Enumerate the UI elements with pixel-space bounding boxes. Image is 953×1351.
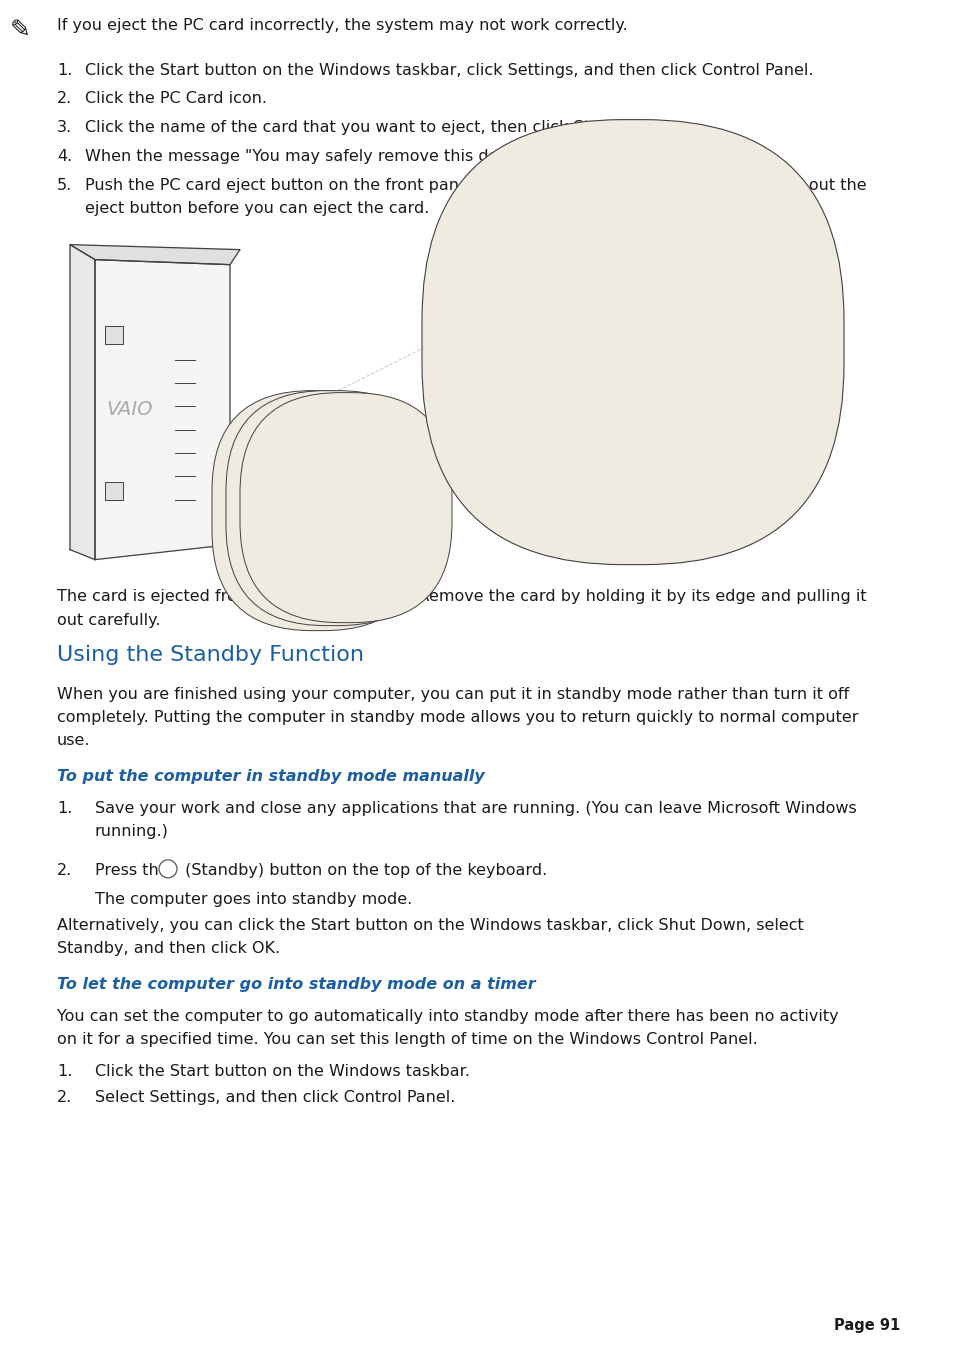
Text: Standby, and then click OK.: Standby, and then click OK. — [57, 940, 280, 955]
Text: (Standby) button on the top of the keyboard.: (Standby) button on the top of the keybo… — [180, 863, 547, 878]
Text: Press the: Press the — [95, 863, 173, 878]
Text: 4.: 4. — [57, 149, 72, 163]
Polygon shape — [70, 245, 95, 559]
Text: 2.: 2. — [57, 92, 72, 107]
Text: To let the computer go into standby mode on a timer: To let the computer go into standby mode… — [57, 977, 535, 992]
Text: 2.: 2. — [57, 863, 72, 878]
Text: on it for a specified time. You can set this length of time on the Windows Contr: on it for a specified time. You can set … — [57, 1032, 757, 1047]
Text: 3.: 3. — [57, 120, 72, 135]
Text: Click the Start button on the Windows taskbar, click Settings, and then click Co: Click the Start button on the Windows ta… — [85, 62, 813, 78]
Text: The computer goes into standby mode.: The computer goes into standby mode. — [95, 892, 412, 907]
Polygon shape — [70, 245, 240, 265]
Text: Click the name of the card that you want to eject, then click Stop.: Click the name of the card that you want… — [85, 120, 615, 135]
Text: Alternatively, you can click the Start button on the Windows taskbar, click Shut: Alternatively, you can click the Start b… — [57, 917, 803, 932]
Text: Save your work and close any applications that are running. (You can leave Micro: Save your work and close any application… — [95, 801, 856, 816]
Text: The card is ejected from the card connector. Remove the card by holding it by it: The card is ejected from the card connec… — [57, 589, 865, 604]
FancyBboxPatch shape — [212, 390, 423, 631]
Text: c: c — [165, 865, 171, 873]
Text: 1.: 1. — [57, 801, 72, 816]
Text: 2.: 2. — [57, 1090, 72, 1105]
Polygon shape — [95, 259, 230, 559]
Text: 1.: 1. — [57, 62, 72, 78]
Text: To put the computer in standby mode manually: To put the computer in standby mode manu… — [57, 769, 484, 784]
Circle shape — [455, 270, 744, 559]
Text: 1.: 1. — [57, 1065, 72, 1079]
Text: When the message "You may safely remove this device" appears, click OK.: When the message "You may safely remove … — [85, 149, 687, 163]
Text: You can set the computer to go automatically into standby mode after there has b: You can set the computer to go automatic… — [57, 1009, 838, 1024]
FancyBboxPatch shape — [240, 393, 452, 623]
Text: ✎: ✎ — [10, 18, 30, 42]
Text: running.): running.) — [95, 824, 169, 839]
FancyBboxPatch shape — [226, 390, 437, 626]
Text: Click the Start button on the Windows taskbar.: Click the Start button on the Windows ta… — [95, 1065, 470, 1079]
Text: Select Settings, and then click Control Panel.: Select Settings, and then click Control … — [95, 1090, 455, 1105]
Circle shape — [159, 859, 177, 878]
Text: If you eject the PC card incorrectly, the system may not work correctly.: If you eject the PC card incorrectly, th… — [57, 18, 627, 32]
Bar — [105, 482, 123, 500]
Text: use.: use. — [57, 734, 91, 748]
Text: When you are finished using your computer, you can put it in standby mode rather: When you are finished using your compute… — [57, 686, 848, 701]
Text: 5.: 5. — [57, 178, 72, 193]
Text: Push the PC card eject button on the front panel of the system unit. You may nee: Push the PC card eject button on the fro… — [85, 178, 865, 193]
Text: VAIO: VAIO — [107, 400, 153, 419]
Bar — [105, 326, 123, 343]
Text: completely. Putting the computer in standby mode allows you to return quickly to: completely. Putting the computer in stan… — [57, 709, 858, 725]
Text: Click the PC Card icon.: Click the PC Card icon. — [85, 92, 267, 107]
Text: out carefully.: out carefully. — [57, 612, 160, 628]
Text: eject button before you can eject the card.: eject button before you can eject the ca… — [85, 201, 429, 216]
Text: Using the Standby Function: Using the Standby Function — [57, 644, 364, 665]
Text: Page 91: Page 91 — [833, 1319, 899, 1333]
FancyBboxPatch shape — [421, 120, 843, 565]
